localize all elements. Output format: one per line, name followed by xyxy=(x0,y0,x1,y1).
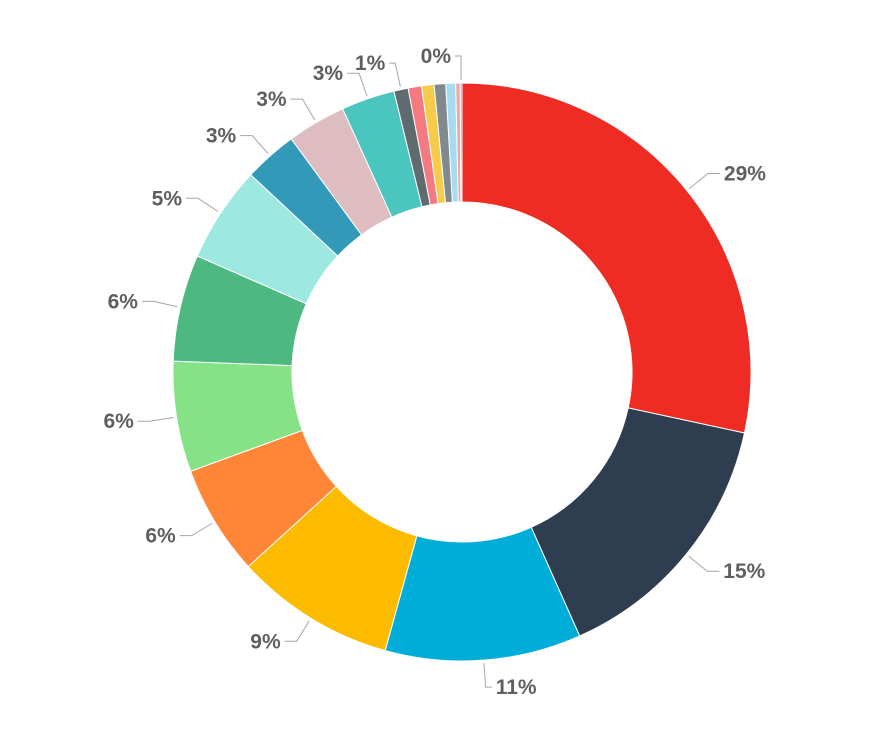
leader-line-7 xyxy=(141,300,178,308)
slice-label-9: 3% xyxy=(206,125,237,148)
slice-label-5: 6% xyxy=(145,525,176,548)
slice-label-3: 11% xyxy=(496,676,537,699)
leader-line-2 xyxy=(688,555,720,572)
leader-line-11 xyxy=(347,72,368,97)
slice-label-6: 6% xyxy=(104,410,135,433)
slice-label-18: 0% xyxy=(421,45,452,68)
donut-slice-2 xyxy=(530,407,746,637)
leader-line-8 xyxy=(186,197,219,212)
leader-line-1 xyxy=(688,173,720,190)
donut-slice-18 xyxy=(459,82,463,203)
leader-line-6 xyxy=(137,417,174,422)
slice-label-1: 29% xyxy=(724,163,766,186)
slice-label-8: 5% xyxy=(152,187,183,210)
slice-label-2: 15% xyxy=(723,560,765,583)
slice-label-4: 9% xyxy=(250,630,281,653)
leader-line-3 xyxy=(483,663,492,688)
slice-label-12: 1% xyxy=(355,52,386,75)
donut-slice-1 xyxy=(461,82,752,434)
leader-lines-group xyxy=(137,55,720,688)
slice-label-10: 3% xyxy=(256,88,287,111)
slices-group xyxy=(172,82,752,662)
leader-line-4 xyxy=(284,620,310,642)
leader-line-10 xyxy=(290,98,316,121)
leader-line-18 xyxy=(455,55,462,81)
leader-line-5 xyxy=(179,522,213,537)
slice-label-11: 3% xyxy=(313,62,344,85)
labels-group: 29% 15% 11% 9% 6% 6% 6% 5% 3% 3% 3% 1% 0% xyxy=(104,45,767,699)
slice-label-7: 6% xyxy=(108,290,139,313)
leader-line-9 xyxy=(240,135,269,154)
leader-line-12 xyxy=(389,62,401,87)
